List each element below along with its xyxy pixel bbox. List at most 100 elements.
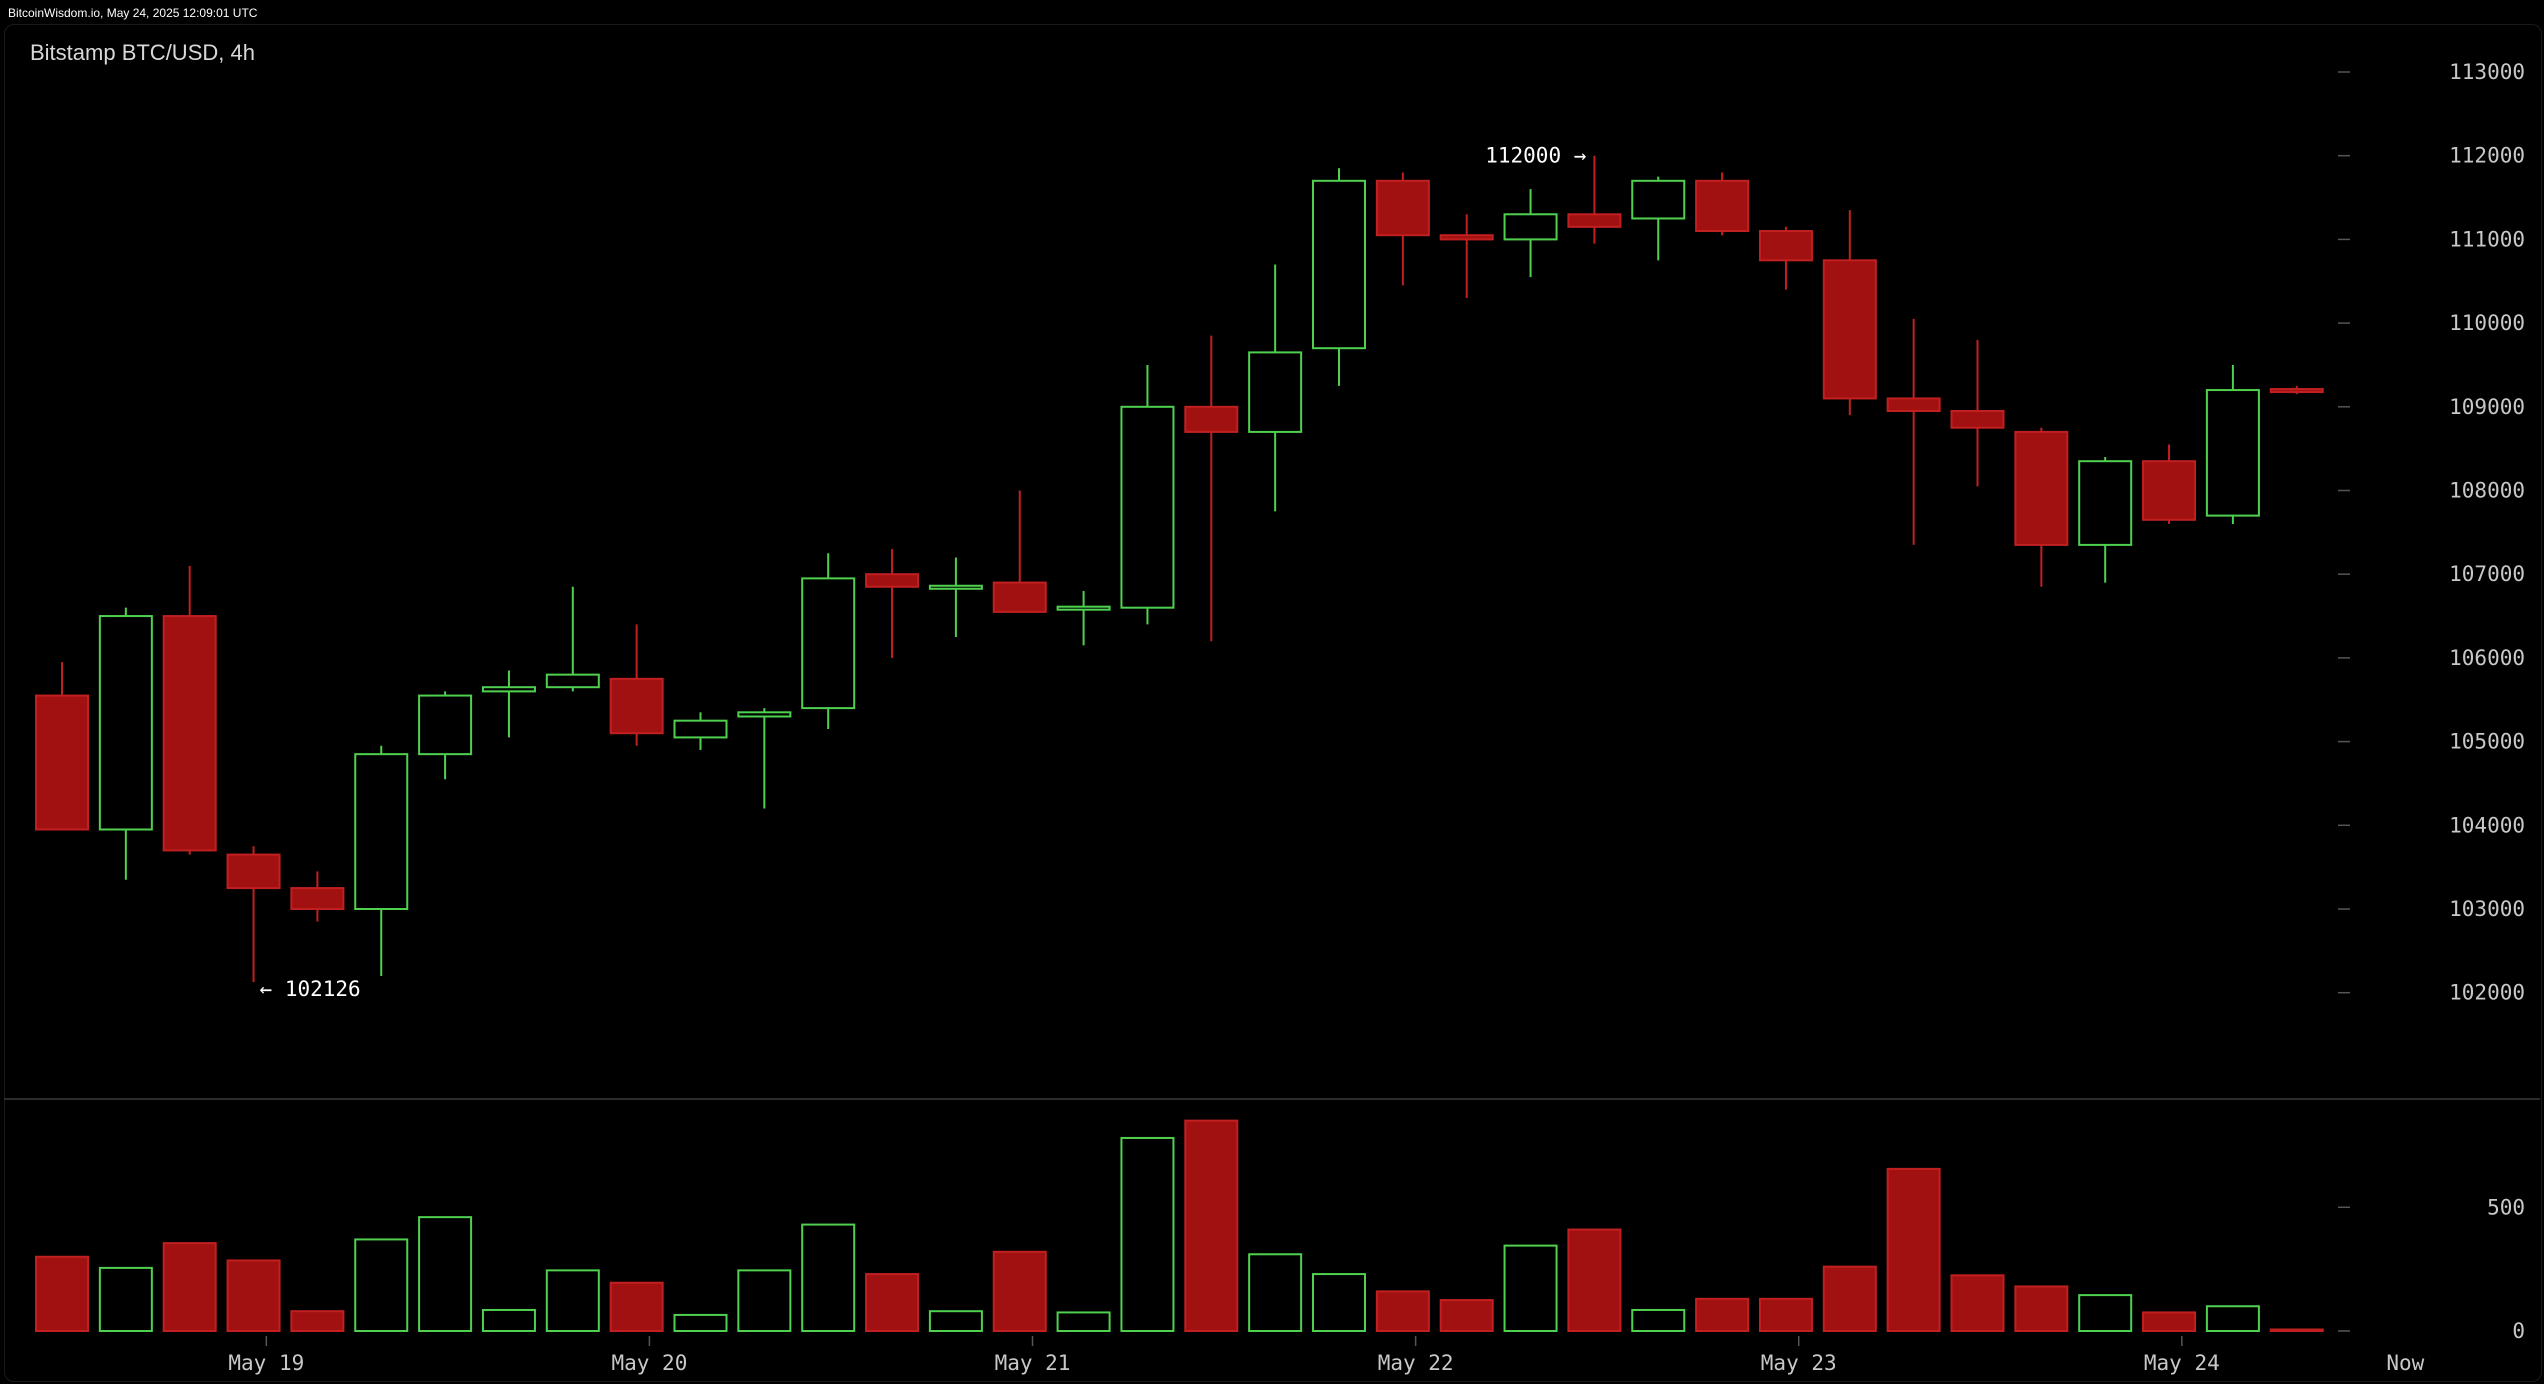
volume-bar-down xyxy=(290,1310,345,1332)
volume-bar-up xyxy=(1056,1311,1111,1332)
volume-bar-up xyxy=(418,1216,473,1333)
candle-body-down xyxy=(1886,397,1941,412)
candle-body-up xyxy=(2078,460,2133,546)
price-tick-label: 105000 xyxy=(2449,730,2525,754)
volume-bar-down xyxy=(1567,1228,1622,1333)
volume-bar-down xyxy=(35,1255,89,1332)
volume-bar-up xyxy=(1503,1244,1558,1333)
volume-bar-up xyxy=(801,1223,856,1332)
candle-body-down xyxy=(162,615,217,852)
volume-bar-up xyxy=(928,1310,983,1332)
volume-bar-down xyxy=(2014,1285,2069,1332)
candle-body-down xyxy=(992,581,1047,613)
volume-bar-up xyxy=(98,1266,153,1332)
candle-body-up xyxy=(545,673,600,689)
candle-body-up xyxy=(1248,351,1303,433)
volume-bar-down xyxy=(1184,1119,1239,1332)
candle-body-up xyxy=(418,694,473,756)
volume-bar-down xyxy=(992,1250,1047,1333)
time-tick-label: Now xyxy=(2386,1351,2424,1375)
volume-bar-down xyxy=(1886,1167,1941,1332)
volume-bar-down xyxy=(1822,1265,1877,1333)
candle-body-up xyxy=(98,615,153,831)
candle-body-up xyxy=(737,711,792,718)
volume-bar-down xyxy=(1695,1297,1750,1332)
volume-bar-down xyxy=(1439,1299,1494,1332)
candle-body-down xyxy=(1439,234,1494,241)
volume-bar-up xyxy=(1312,1273,1366,1332)
time-tick-label: May 19 xyxy=(228,1351,304,1375)
candle-body-up xyxy=(2205,389,2260,517)
source-timestamp: BitcoinWisdom.io, May 24, 2025 12:09:01 … xyxy=(8,6,258,20)
candle-body-up xyxy=(481,686,536,693)
volume-bar-down xyxy=(1950,1274,2005,1332)
candle-body-up xyxy=(1503,213,1558,241)
candle-body-up xyxy=(1120,405,1175,609)
volume-bar-down xyxy=(162,1242,217,1332)
top-bar: BitcoinWisdom.io, May 24, 2025 12:09:01 … xyxy=(0,0,2544,26)
candle-body-down xyxy=(2014,430,2069,546)
candle-body-down xyxy=(1375,179,1430,237)
volume-bar-down xyxy=(226,1259,281,1333)
volume-bar-up xyxy=(1631,1308,1686,1333)
volume-bar-up xyxy=(545,1269,600,1333)
price-tick-label: 111000 xyxy=(2449,227,2525,251)
candle-body-up xyxy=(1312,179,1366,350)
candle-body-up xyxy=(928,584,983,590)
candle-body-down xyxy=(609,677,664,735)
candle-body-down xyxy=(1950,409,2005,429)
volume-bar-up xyxy=(2205,1305,2260,1332)
candle-body-down xyxy=(1822,259,1877,400)
volume-bar-down xyxy=(2269,1328,2324,1332)
candle-body-down xyxy=(290,887,345,911)
time-tick-label: May 21 xyxy=(995,1351,1071,1375)
candle-body-up xyxy=(1631,179,1686,220)
price-tick-label: 110000 xyxy=(2449,311,2525,335)
chart-title: Bitstamp BTC/USD, 4h xyxy=(30,40,255,65)
volume-bar-down xyxy=(1758,1297,1813,1332)
volume-bar-down xyxy=(609,1281,664,1333)
volume-bar-up xyxy=(2078,1294,2133,1333)
price-tick-label: 109000 xyxy=(2449,395,2525,419)
high-annotation: 112000 → xyxy=(1485,144,1586,168)
candle-body-down xyxy=(35,694,89,831)
volume-bar-down xyxy=(1375,1290,1430,1333)
candle-body-down xyxy=(2142,460,2197,521)
volume-tick-label: 0 xyxy=(2512,1319,2525,1343)
volume-bar-up xyxy=(1248,1253,1303,1333)
time-tick-label: May 20 xyxy=(611,1351,687,1375)
price-tick-label: 108000 xyxy=(2449,479,2525,503)
candle-body-down xyxy=(1567,213,1622,228)
price-tick-label: 102000 xyxy=(2449,981,2525,1005)
volume-bar-up xyxy=(737,1269,792,1333)
candle-body-down xyxy=(226,853,281,890)
candle-body-down xyxy=(2269,388,2324,394)
time-tick-label: May 24 xyxy=(2144,1351,2220,1375)
price-tick-label: 107000 xyxy=(2449,562,2525,586)
volume-bar-up xyxy=(673,1313,728,1332)
volume-bar-down xyxy=(865,1273,920,1332)
candle-body-up xyxy=(801,577,856,710)
candle-body-up xyxy=(354,753,409,911)
volume-bar-down xyxy=(2142,1311,2197,1332)
candle-body-down xyxy=(1695,179,1750,233)
volume-bar-up xyxy=(481,1308,536,1333)
candle-body-down xyxy=(865,573,920,588)
price-tick-label: 112000 xyxy=(2449,144,2525,168)
price-tick-label: 106000 xyxy=(2449,646,2525,670)
candle-body-up xyxy=(673,719,728,739)
price-tick-label: 104000 xyxy=(2449,813,2525,837)
price-tick-label: 113000 xyxy=(2449,60,2525,84)
candle-body-up xyxy=(1056,605,1111,611)
price-tick-label: 103000 xyxy=(2449,897,2525,921)
time-tick-label: May 23 xyxy=(1761,1351,1837,1375)
volume-bar-up xyxy=(354,1238,409,1333)
volume-bar-up xyxy=(1120,1136,1175,1332)
candle-body-down xyxy=(1184,405,1239,433)
time-tick-label: May 22 xyxy=(1378,1351,1454,1375)
volume-tick-label: 500 xyxy=(2487,1195,2525,1219)
candle-body-down xyxy=(1758,230,1813,262)
low-annotation: ← 102126 xyxy=(260,977,361,1001)
